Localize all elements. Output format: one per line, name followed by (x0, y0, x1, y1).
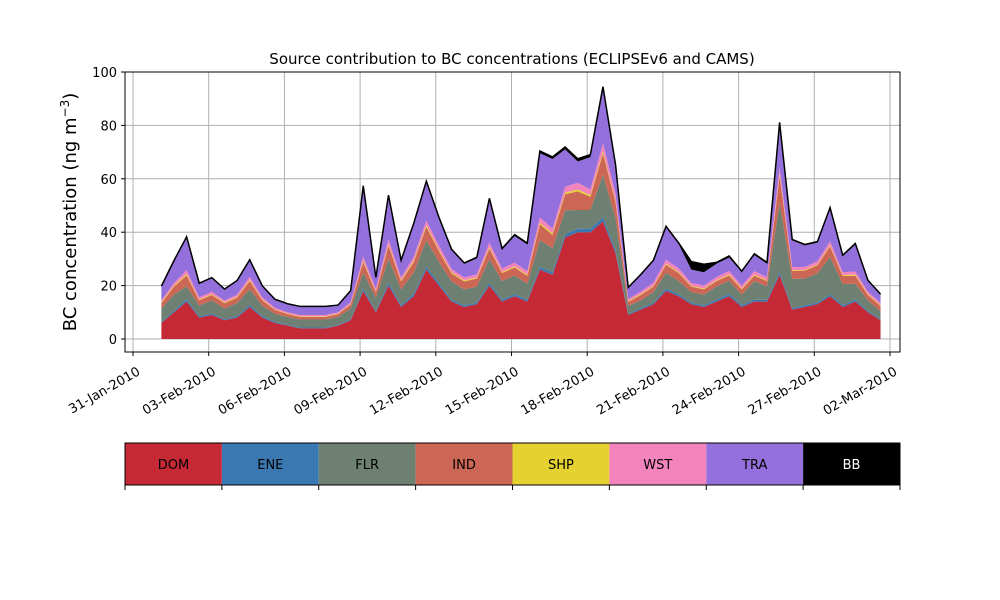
legend-swatch-shp (512, 443, 610, 485)
x-tick-label: 24-Feb-2010 (670, 364, 749, 418)
y-tick-label: 20 (100, 280, 117, 295)
x-tick-label: 03-Feb-2010 (140, 364, 219, 418)
x-tick-label: 06-Feb-2010 (216, 364, 295, 418)
x-tick-label: 15-Feb-2010 (443, 364, 522, 418)
x-tick-label: 02-Mar-2010 (821, 364, 900, 418)
area-ind (161, 153, 881, 320)
area-ene (161, 217, 881, 329)
x-axis: 31-Jan-201003-Feb-201006-Feb-201009-Feb-… (66, 352, 900, 419)
y-tick-label: 100 (92, 66, 117, 81)
chart-title: Source contribution to BC concentrations… (269, 50, 754, 68)
legend-label-flr: FLR (355, 458, 379, 473)
legend-swatch-flr (318, 443, 416, 485)
y-axis-label-close: ) (60, 93, 81, 100)
x-tick-label: 18-Feb-2010 (519, 364, 598, 418)
legend-label-shp: SHP (548, 458, 574, 473)
x-tick-label: 31-Jan-2010 (66, 364, 143, 417)
y-tick-label: 0 (109, 333, 117, 348)
legend-swatch-ind (415, 443, 513, 485)
y-tick-label: 80 (100, 119, 117, 134)
y-axis-label-main: BC concentration (ng m (60, 117, 81, 331)
area-dom (161, 221, 881, 339)
legend-label-wst: WST (643, 458, 672, 473)
area-flr (161, 174, 881, 328)
y-axis-label: BC concentration (ng m−3) (58, 93, 81, 332)
legend-swatch-bb (803, 443, 900, 485)
plot-frame (124, 71, 901, 353)
x-tick-label: 12-Feb-2010 (367, 364, 446, 418)
x-tick-label: 27-Feb-2010 (746, 364, 825, 418)
y-axis: 0 20 40 60 80 100 (92, 66, 125, 348)
y-tick-label: 40 (100, 226, 117, 241)
total-line (160, 86, 882, 308)
legend-label-ene: ENE (257, 458, 283, 473)
x-tick-label: 21-Feb-2010 (594, 364, 673, 418)
x-tick-label: 09-Feb-2010 (292, 364, 371, 418)
legend-colorbar: DOM ENE FLR IND SHP WST TRA BB (124, 442, 901, 490)
legend-swatch-wst (609, 443, 707, 485)
legend-label-ind: IND (452, 458, 476, 473)
y-tick-label: 60 (100, 173, 117, 188)
y-axis-label-superscript: −3 (58, 100, 72, 118)
area-tra (161, 89, 881, 315)
legend-swatch-ene (221, 443, 319, 485)
series-areas (161, 86, 881, 339)
total-outline (160, 86, 882, 308)
legend-label-dom: DOM (158, 458, 189, 473)
legend-label-bb: BB (843, 458, 861, 473)
legend-swatch-dom (125, 443, 222, 485)
legend-swatch-tra (706, 443, 804, 485)
legend-label-tra: TRA (741, 458, 767, 473)
